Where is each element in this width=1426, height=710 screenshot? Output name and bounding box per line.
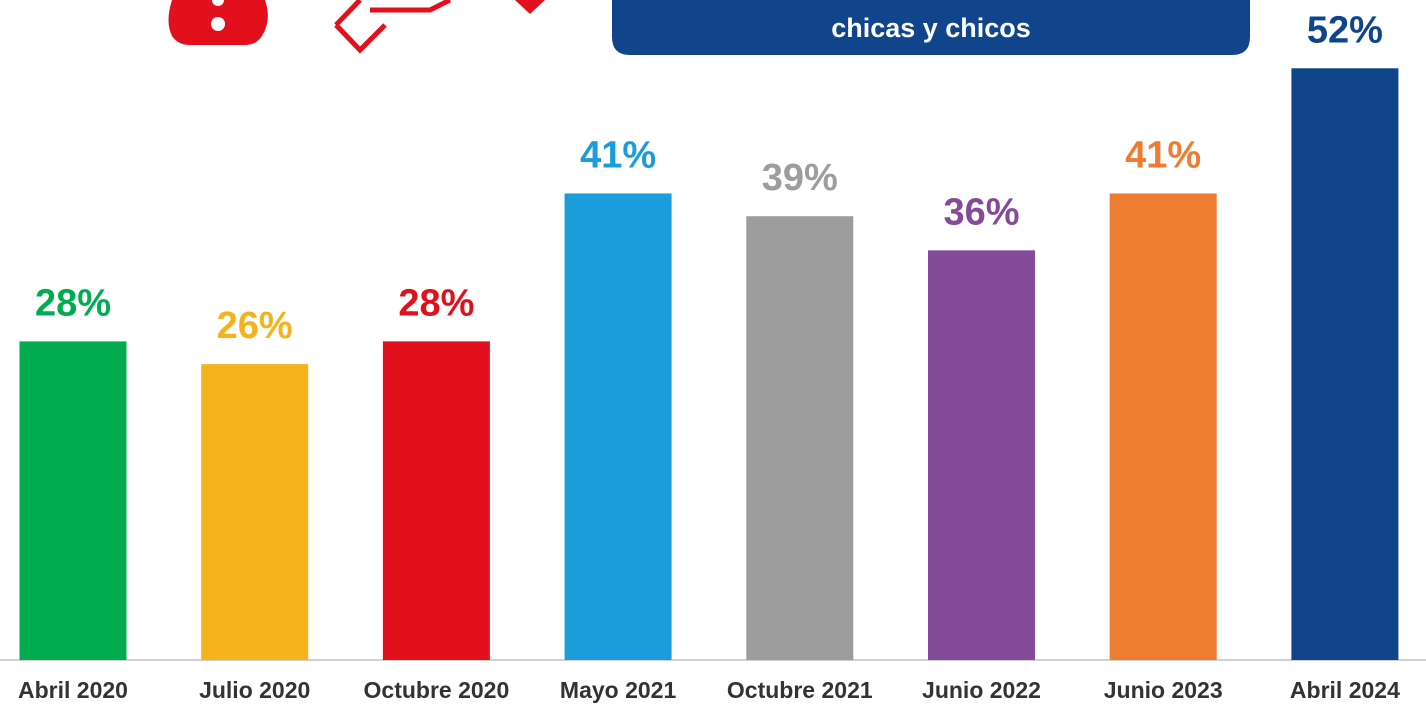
title-banner bbox=[612, 0, 1250, 55]
chart-title: chicas y chicos bbox=[831, 13, 1031, 43]
value-label: 41% bbox=[1125, 134, 1201, 176]
value-label: 52% bbox=[1307, 9, 1383, 51]
x-tick-label: Octubre 2021 bbox=[727, 677, 873, 703]
bar bbox=[382, 341, 490, 660]
x-tick-label: Junio 2022 bbox=[922, 677, 1041, 703]
x-tick-label: Abril 2020 bbox=[18, 677, 128, 703]
value-label: 28% bbox=[398, 282, 474, 324]
x-tick-label: Mayo 2021 bbox=[560, 677, 677, 703]
icons bbox=[168, 0, 545, 54]
x-tick-label: Julio 2020 bbox=[199, 677, 310, 703]
value-label: 39% bbox=[762, 157, 838, 199]
bar bbox=[1109, 193, 1217, 660]
bar bbox=[201, 364, 309, 660]
value-label: 36% bbox=[943, 191, 1019, 233]
heart-icon bbox=[515, 0, 545, 14]
value-label: 41% bbox=[580, 134, 656, 176]
bar bbox=[746, 216, 854, 660]
hand-icon bbox=[334, 0, 452, 54]
icon-dot bbox=[212, 0, 224, 6]
bar bbox=[19, 341, 127, 660]
icon-dot bbox=[211, 17, 225, 31]
value-label: 28% bbox=[35, 282, 111, 324]
x-tick-label: Octubre 2020 bbox=[364, 677, 510, 703]
x-tick-label: Junio 2023 bbox=[1104, 677, 1223, 703]
bar bbox=[1291, 68, 1399, 660]
bar bbox=[928, 250, 1035, 660]
value-label: 26% bbox=[217, 305, 293, 347]
bar bbox=[564, 193, 672, 660]
x-tick-label: Abril 2024 bbox=[1290, 677, 1400, 703]
